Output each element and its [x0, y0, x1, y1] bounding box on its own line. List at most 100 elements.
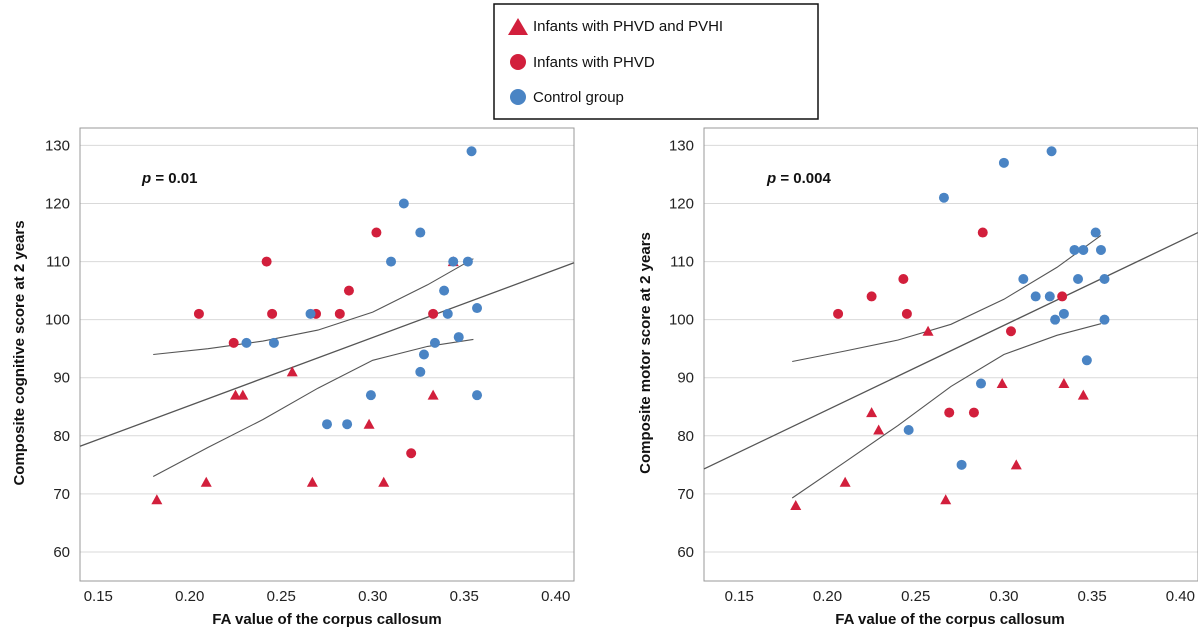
legend-triangle-marker: [508, 18, 528, 35]
point-phvd: [833, 308, 844, 319]
point-phvd-pvhi: [363, 418, 375, 429]
y-tick-label: 130: [669, 137, 694, 154]
confidence-lower-line: [152, 338, 474, 477]
point-phvd: [193, 308, 204, 319]
point-control: [442, 308, 453, 319]
point-phvd-pvhi: [151, 494, 163, 505]
point-control: [439, 285, 450, 296]
gridlines: [80, 144, 574, 553]
point-phvd-pvhi: [866, 407, 878, 418]
y-tick-label: 120: [669, 196, 694, 213]
point-control: [1090, 227, 1101, 238]
x-tick-label: 0.30: [358, 588, 387, 605]
x-tick-label: 0.15: [725, 588, 754, 605]
y-tick-label: 100: [45, 312, 70, 329]
x-tick-label: 0.20: [175, 588, 204, 605]
point-control: [1046, 146, 1057, 157]
point-phvd-pvhi: [922, 325, 934, 336]
y-tick-label: 130: [45, 137, 70, 154]
point-phvd-pvhi: [286, 366, 298, 377]
point-phvd: [406, 448, 417, 459]
x-tick-label: 0.40: [1166, 588, 1195, 605]
points-group: [151, 146, 483, 505]
x-tick-label: 0.25: [267, 588, 296, 605]
point-control: [453, 332, 464, 343]
y-tick-label: 90: [677, 370, 694, 387]
point-phvd-pvhi: [790, 500, 802, 510]
point-control: [462, 256, 473, 267]
y-tick-label: 80: [677, 428, 694, 445]
legend-label-control: Control group: [533, 89, 624, 106]
point-control: [448, 256, 459, 267]
legend-label-phvd: Infants with PHVD: [533, 54, 655, 71]
point-phvd: [1005, 326, 1016, 337]
point-control: [305, 308, 316, 319]
point-control: [398, 198, 409, 209]
point-phvd: [343, 285, 354, 296]
confidence-upper-line: [153, 258, 474, 356]
y-tick-label: 110: [670, 254, 694, 271]
point-control: [429, 337, 440, 348]
p-value-text: = 0.004: [776, 170, 831, 187]
point-control: [998, 157, 1009, 168]
chart-motor: 60 70 80 90 100 110 120 130 0.15 0.20 0.25 0.30 0.3…: [637, 127, 1198, 628]
legend: Infants with PHVD and PVHI Infants with …: [493, 3, 819, 120]
point-control: [1095, 244, 1106, 255]
point-control: [975, 378, 986, 389]
x-tick-label: 0.30: [989, 588, 1018, 605]
point-phvd: [261, 256, 272, 267]
y-tick-label: 60: [677, 544, 694, 561]
p-value-annotation: p = 0.004: [766, 170, 831, 187]
point-phvd-pvhi: [237, 389, 249, 400]
point-control: [1018, 274, 1029, 284]
point-control: [1069, 244, 1080, 255]
point-phvd: [334, 308, 345, 319]
point-phvd: [371, 227, 382, 238]
point-phvd-pvhi: [427, 389, 439, 400]
point-control: [1073, 274, 1084, 284]
point-control: [1050, 314, 1061, 325]
point-phvd-pvhi: [940, 494, 952, 505]
point-phvd-pvhi: [200, 476, 212, 487]
y-tick-labels: 60 70 80 90 100 110 120 130: [45, 137, 70, 561]
point-phvd-pvhi: [839, 476, 851, 487]
x-tick-label: 0.20: [813, 588, 842, 605]
legend-label-phvd-pvhi: Infants with PHVD and PVHI: [533, 18, 723, 35]
point-phvd-pvhi: [378, 476, 390, 487]
point-control: [1081, 355, 1092, 366]
point-control: [466, 146, 477, 157]
point-phvd: [944, 407, 955, 418]
point-control: [418, 349, 429, 360]
point-control: [342, 419, 353, 430]
point-control: [903, 425, 914, 435]
x-axis-title: FA value of the corpus callosum: [835, 611, 1065, 628]
point-control: [322, 419, 332, 430]
point-control: [472, 390, 483, 401]
point-phvd: [1057, 291, 1068, 302]
y-tick-label: 60: [53, 544, 70, 561]
plot-frame: [703, 127, 1198, 582]
y-tick-label: 70: [53, 486, 70, 503]
x-tick-labels: 0.15 0.20 0.25 0.30 0.35 0.40: [725, 588, 1195, 605]
y-tick-label: 110: [46, 254, 70, 271]
point-phvd-pvhi: [1010, 459, 1022, 470]
point-control: [938, 192, 949, 203]
x-tick-label: 0.35: [1078, 588, 1107, 605]
point-phvd: [428, 308, 439, 319]
regression-line: [703, 231, 1198, 470]
y-tick-label: 100: [669, 312, 694, 329]
y-tick-label: 90: [53, 370, 70, 387]
point-control: [1099, 314, 1110, 325]
x-axis-title: FA value of the corpus callosum: [212, 611, 442, 628]
p-value-symbol: p: [766, 170, 776, 187]
legend-circle-marker-red: [510, 54, 526, 70]
point-control: [1058, 308, 1069, 319]
point-control: [1044, 291, 1055, 302]
legend-box: [493, 3, 819, 120]
y-tick-labels: 60 70 80 90 100 110 120 130: [669, 137, 694, 561]
point-control: [415, 227, 426, 238]
point-phvd-pvhi: [1077, 389, 1089, 400]
point-phvd-pvhi: [230, 389, 242, 400]
gridlines: [704, 144, 1198, 553]
